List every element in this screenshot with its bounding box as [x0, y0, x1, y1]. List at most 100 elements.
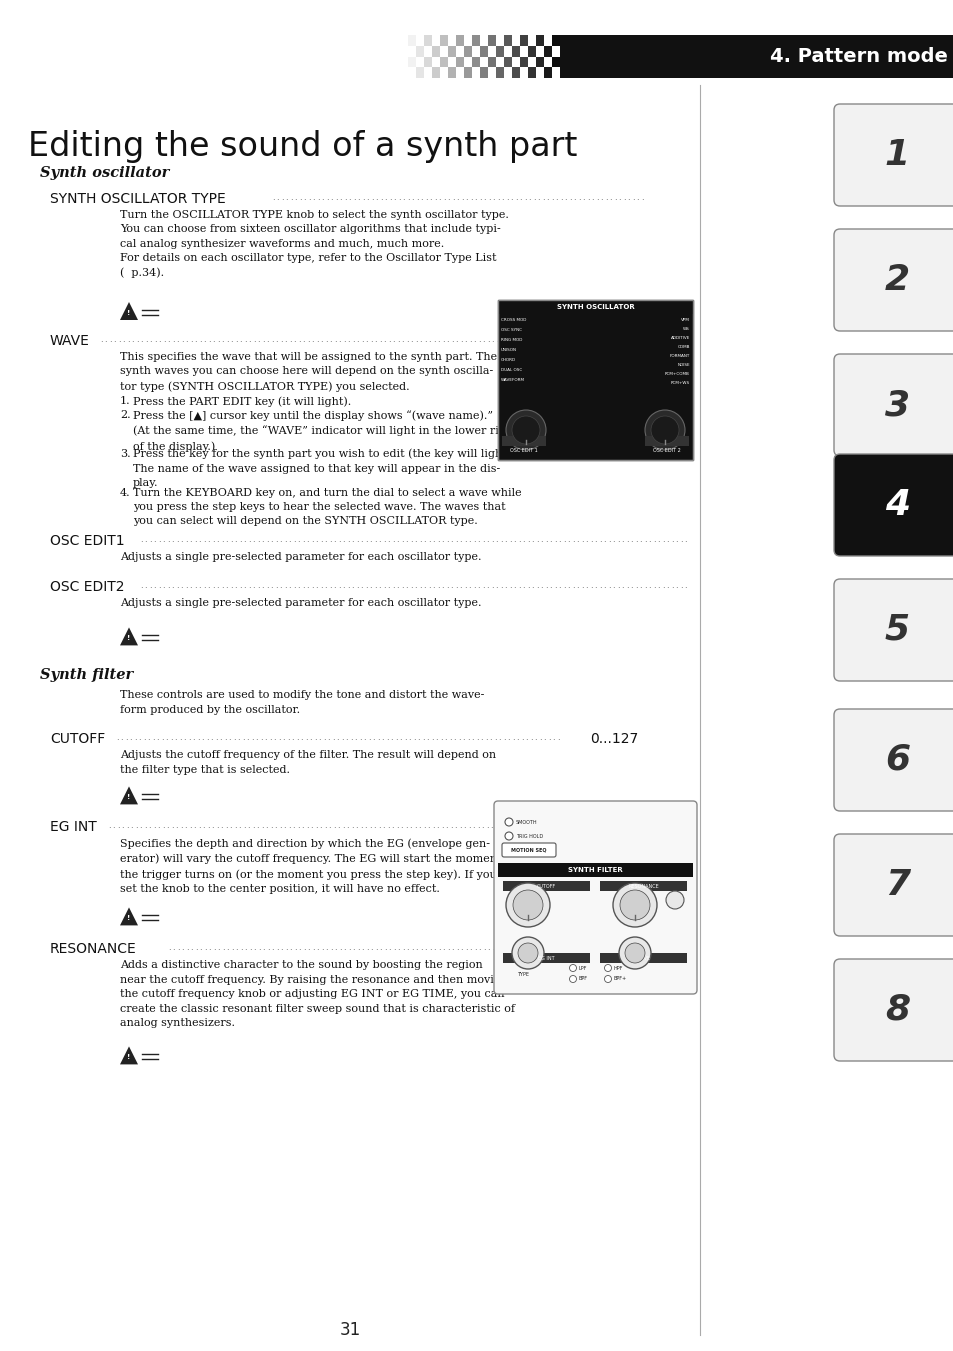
Text: SYNTH FILTER: SYNTH FILTER [568, 867, 622, 873]
Text: .: . [175, 581, 178, 590]
Text: .: . [265, 821, 268, 830]
Text: .: . [230, 821, 232, 830]
Text: 4: 4 [884, 488, 909, 521]
Text: .: . [486, 535, 489, 544]
Bar [497, 300, 692, 459]
Text: .: . [253, 943, 255, 952]
Text: .: . [278, 821, 281, 830]
Text: .: . [635, 581, 637, 590]
Text: .: . [338, 943, 341, 952]
Text: .: . [544, 535, 547, 544]
Text: .: . [540, 535, 542, 544]
Text: .: . [490, 821, 493, 830]
Text: .: . [657, 581, 659, 590]
Text: .: . [213, 335, 214, 343]
Text: .: . [420, 192, 423, 201]
Text: .: . [429, 943, 431, 952]
Text: .: . [356, 943, 359, 952]
Text: .: . [392, 335, 395, 343]
Text: .: . [521, 821, 524, 830]
Text: .: . [296, 821, 299, 830]
Text: .: . [504, 581, 507, 590]
Text: .: . [350, 732, 353, 742]
Text: .: . [337, 821, 340, 830]
Text: Press the key for the synth part you wish to edit (the key will light).
The name: Press the key for the synth part you wis… [132, 449, 514, 488]
Text: .: . [414, 581, 416, 590]
Bar [599, 881, 686, 892]
Bar [552, 35, 559, 46]
Text: .: . [468, 535, 471, 544]
Text: .: . [315, 335, 318, 343]
Text: .: . [271, 535, 273, 544]
Text: .: . [209, 943, 211, 952]
Text: .: . [549, 581, 552, 590]
Text: .: . [212, 821, 213, 830]
Text: !: ! [128, 635, 131, 642]
Text: .: . [320, 943, 323, 952]
Text: .: . [132, 335, 134, 343]
Text: .: . [242, 732, 244, 742]
Text: .: . [289, 335, 292, 343]
Text: .: . [306, 535, 309, 544]
Text: .: . [271, 581, 273, 590]
Text: .: . [589, 535, 592, 544]
Text: .: . [153, 335, 156, 343]
Text: .: . [586, 192, 589, 201]
Text: .: . [471, 732, 474, 742]
Text: .: . [446, 335, 449, 343]
Bar [644, 436, 688, 446]
Text: .: . [426, 732, 429, 742]
Text: .: . [230, 581, 233, 590]
Bar [519, 57, 527, 68]
Text: .: . [116, 732, 118, 742]
Text: .: . [445, 821, 448, 830]
Text: .: . [517, 821, 519, 830]
Polygon shape [120, 786, 138, 804]
Text: .: . [319, 581, 322, 590]
Text: .: . [279, 535, 282, 544]
Text: .: . [442, 943, 445, 952]
Text: .: . [355, 732, 356, 742]
Text: .: . [661, 581, 664, 590]
Text: .: . [231, 335, 233, 343]
Text: .: . [661, 535, 664, 544]
Text: .: . [240, 943, 242, 952]
Circle shape [644, 409, 684, 450]
Text: .: . [545, 335, 548, 343]
Text: .: . [311, 581, 314, 590]
Text: .: . [513, 581, 516, 590]
Text: 1...(76): 1...(76) [587, 334, 638, 349]
Text: .: . [614, 192, 616, 201]
Circle shape [505, 409, 545, 450]
Text: Press the [▲] cursor key until the display shows “(wave name).”
(At the same tim: Press the [▲] cursor key until the displ… [132, 409, 517, 451]
Text: .: . [526, 581, 529, 590]
Text: .: . [343, 335, 345, 343]
Text: .: . [675, 535, 678, 544]
Text: .: . [335, 943, 336, 952]
Text: !: ! [128, 916, 131, 921]
Text: .: . [315, 581, 317, 590]
Text: .: . [198, 821, 200, 830]
Text: .: . [515, 192, 517, 201]
Text: .: . [370, 943, 373, 952]
Text: .: . [365, 335, 368, 343]
Text: .: . [451, 335, 453, 343]
Text: .: . [520, 732, 523, 742]
FancyBboxPatch shape [833, 959, 953, 1061]
Bar [496, 68, 503, 78]
Text: .: . [215, 821, 218, 830]
Text: .: . [422, 821, 425, 830]
Bar [536, 57, 543, 68]
Circle shape [513, 890, 542, 920]
Text: .: . [198, 535, 201, 544]
Text: .: . [238, 821, 241, 830]
Text: .: . [534, 732, 537, 742]
Text: .: . [305, 732, 307, 742]
Text: 7: 7 [884, 867, 909, 902]
Text: .: . [599, 192, 602, 201]
Text: CHORD: CHORD [500, 358, 516, 362]
Text: .: . [657, 535, 659, 544]
Text: .: . [551, 192, 553, 201]
Text: .: . [416, 192, 418, 201]
Text: .: . [347, 535, 349, 544]
